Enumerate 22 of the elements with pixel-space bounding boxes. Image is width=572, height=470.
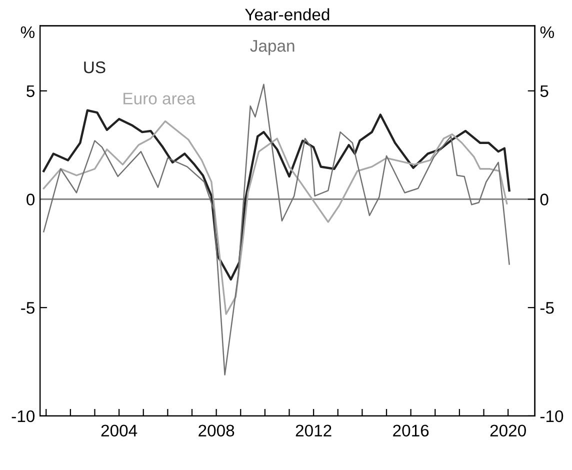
line-series [42, 120, 508, 315]
y2-tick-label: 0 [540, 194, 548, 206]
line-series [42, 109, 510, 281]
y-tick-label: -10 [12, 410, 35, 422]
y2-tick-label: 5 [540, 85, 548, 98]
y2-axis-title: % [540, 26, 554, 38]
y-tick-label: -5 [21, 302, 34, 314]
x-tick-label: 2016 [393, 424, 429, 437]
y-axis-title: % [20, 26, 34, 38]
text: US [84, 61, 106, 74]
x-tick-label: 2008 [198, 424, 234, 437]
y-tick-label: 0 [26, 194, 35, 206]
x-tick-label: 2004 [101, 424, 138, 437]
y2-tick-label: -5 [540, 302, 554, 314]
line-series [43, 84, 510, 376]
y2-tick-label: -10 [540, 410, 564, 422]
y-tick-label: 5 [26, 85, 34, 98]
chart-title: Year-ended [245, 8, 330, 20]
series-label: Euro area [124, 92, 196, 104]
x-tick-label: 2020 [490, 424, 526, 437]
x-tick-label: 2012 [296, 424, 332, 437]
series-label: Japan [250, 40, 294, 56]
